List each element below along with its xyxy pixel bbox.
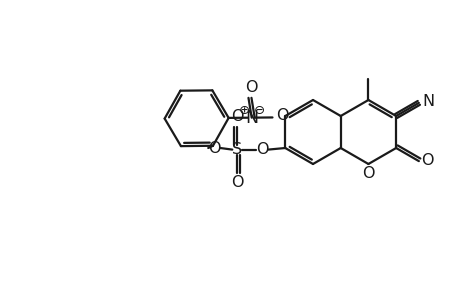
Text: ⊖: ⊖ <box>253 104 265 117</box>
Text: O: O <box>256 142 268 157</box>
Text: N: N <box>245 109 257 127</box>
Text: N: N <box>422 94 434 110</box>
Text: O: O <box>230 175 243 190</box>
Text: O: O <box>207 140 220 155</box>
Text: O: O <box>245 80 257 95</box>
Text: S: S <box>232 142 242 157</box>
Text: O: O <box>421 153 433 168</box>
Text: O: O <box>230 109 243 124</box>
Text: O: O <box>361 167 374 182</box>
Text: ⊕: ⊕ <box>239 104 250 117</box>
Text: O: O <box>276 108 288 123</box>
